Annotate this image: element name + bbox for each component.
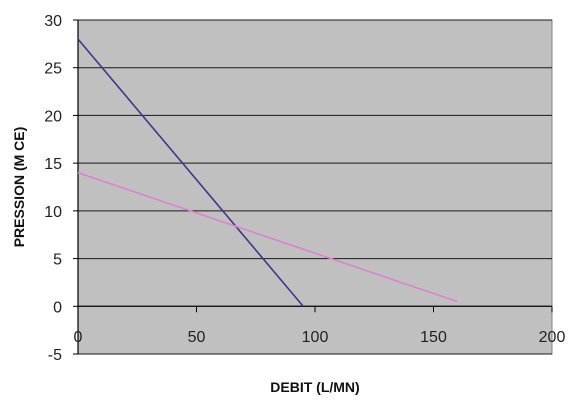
x-tick-label: 0 xyxy=(74,329,83,346)
grid-lines xyxy=(78,19,552,355)
plot-area xyxy=(77,19,553,355)
y-tick-label: 20 xyxy=(44,108,62,125)
y-tick-label: 5 xyxy=(53,252,62,269)
x-tick-label: 150 xyxy=(420,329,447,346)
x-tick-label: 200 xyxy=(539,329,566,346)
y-axis-title: PRESSION (M CE) xyxy=(11,127,27,248)
series-line-1 xyxy=(77,38,304,307)
series-line-2 xyxy=(77,171,458,303)
x-tick-label: 100 xyxy=(302,329,329,346)
y-tick-label: -5 xyxy=(48,347,62,364)
x-axis-title: DEBIT (L/MN) xyxy=(270,379,359,395)
y-tick-label: 15 xyxy=(44,156,62,173)
y-tick-label: 25 xyxy=(44,61,62,78)
y-tick-label: 30 xyxy=(44,13,62,30)
x-tick-label: 50 xyxy=(188,329,206,346)
axes xyxy=(73,19,553,355)
series-lines xyxy=(77,38,458,307)
tick-labels: -5 0 5 10 15 20 25 30 0 50 100 150 200 xyxy=(44,13,565,364)
y-tick-label: 0 xyxy=(53,299,62,316)
y-tick-label: 10 xyxy=(44,204,62,221)
